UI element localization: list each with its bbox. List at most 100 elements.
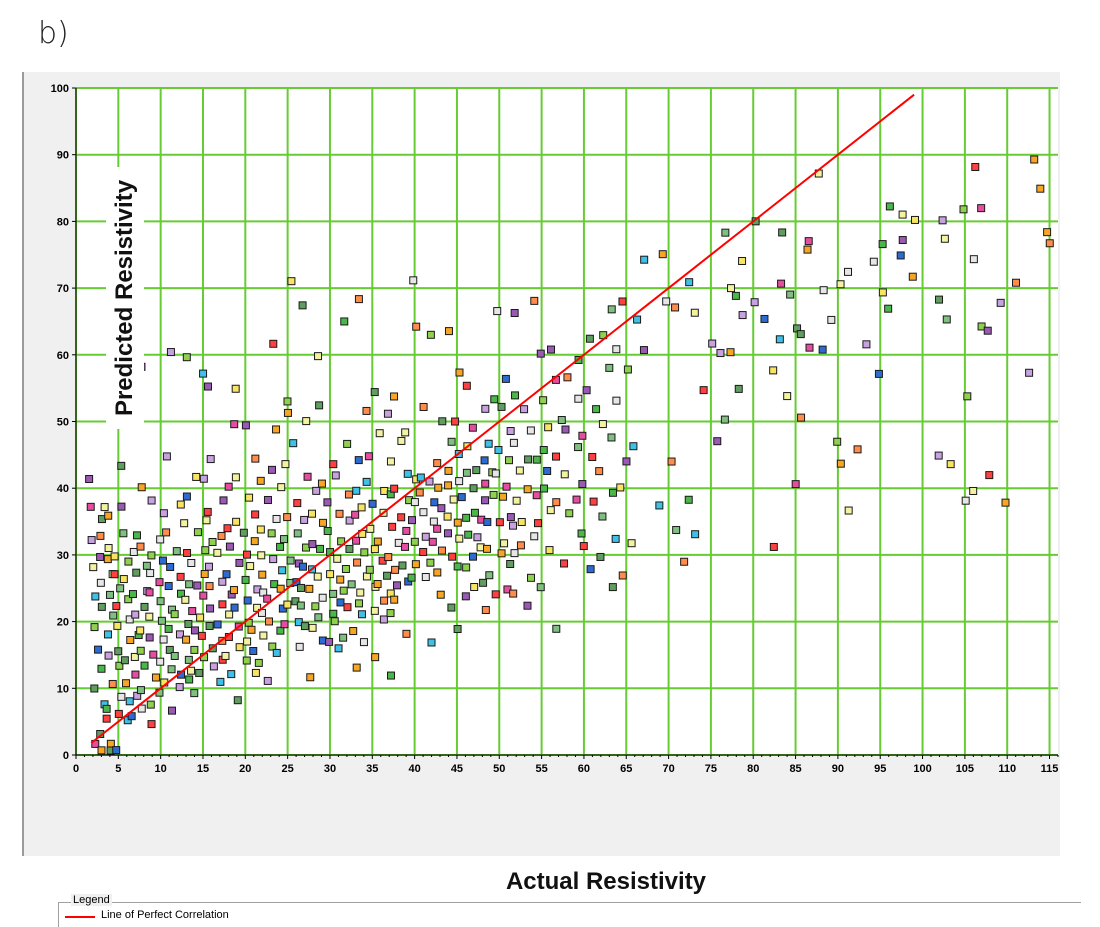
data-point (155, 578, 164, 587)
data-point (129, 547, 138, 556)
data-point (627, 539, 636, 548)
data-point (156, 597, 165, 606)
data-point (269, 339, 278, 348)
data-point (557, 416, 566, 425)
data-point (120, 656, 129, 665)
data-point (769, 366, 778, 375)
data-point (362, 477, 371, 486)
data-point (578, 480, 587, 489)
data-point (623, 365, 632, 374)
data-point (495, 518, 504, 527)
data-point (963, 392, 972, 401)
data-point (137, 704, 146, 713)
data-point (803, 245, 812, 254)
data-point (546, 506, 555, 515)
data-point (390, 595, 399, 604)
data-point (142, 561, 151, 570)
data-point (330, 617, 339, 626)
data-point (182, 492, 191, 501)
data-point (672, 526, 681, 535)
data-point (187, 666, 196, 675)
data-point (276, 626, 285, 635)
chart-window: 0 5 10 15 20 25 30 35 40 45 50 55 60 65 70 75 80 85 90 95 10… (22, 72, 1081, 927)
y-tick-label: 60 (57, 350, 69, 362)
data-point (411, 560, 420, 569)
data-point (935, 295, 944, 304)
data-point (778, 228, 787, 237)
data-point (97, 664, 106, 673)
data-point (231, 384, 240, 393)
data-point (312, 486, 321, 495)
panel-label: b) (38, 16, 69, 51)
data-point (246, 562, 255, 571)
data-point (110, 570, 119, 579)
data-point (598, 420, 607, 429)
data-point (402, 526, 411, 535)
data-point (119, 575, 128, 584)
data-point (971, 162, 980, 171)
data-point (934, 451, 943, 460)
data-point (1001, 498, 1010, 507)
data-point (470, 583, 479, 592)
data-point (938, 216, 947, 225)
data-point (115, 661, 124, 670)
data-point (969, 486, 978, 495)
data-point (690, 308, 699, 317)
x-tick-label: 45 (451, 763, 463, 775)
data-point (595, 467, 604, 476)
data-point (769, 542, 778, 551)
x-tick-label: 0 (73, 763, 79, 775)
y-tick-label: 0 (63, 750, 69, 762)
data-point (401, 428, 410, 437)
data-point (187, 558, 196, 567)
data-point (884, 304, 893, 313)
data-point (375, 429, 384, 438)
data-point (671, 303, 680, 312)
y-tick-label: 10 (57, 683, 69, 695)
data-point (353, 558, 362, 567)
data-point (969, 255, 978, 264)
data-point (251, 510, 260, 519)
data-point (448, 552, 457, 561)
x-tick-label: 20 (239, 763, 251, 775)
data-point (280, 620, 289, 629)
data-point (355, 599, 364, 608)
data-point (250, 537, 259, 546)
data-point (90, 684, 99, 693)
data-point (345, 544, 354, 553)
data-point (185, 675, 194, 684)
data-point (616, 483, 625, 492)
data-point (388, 522, 397, 531)
data-point (470, 508, 479, 517)
data-point (193, 581, 202, 590)
data-point (277, 483, 286, 492)
data-point (339, 633, 348, 642)
data-point (159, 635, 168, 644)
data-point (472, 466, 481, 475)
data-point (193, 528, 202, 537)
data-point (136, 626, 145, 635)
data-point (256, 476, 265, 485)
data-point (878, 288, 887, 297)
data-point (408, 516, 417, 525)
data-point (104, 511, 113, 520)
data-point (218, 600, 227, 609)
data-point (370, 545, 379, 554)
data-point (170, 610, 179, 619)
x-tick-label: 110 (998, 763, 1016, 775)
data-point (380, 486, 389, 495)
data-point (137, 483, 146, 492)
data-point (184, 655, 193, 664)
data-point (352, 486, 361, 495)
data-point (175, 630, 184, 639)
data-point (560, 470, 569, 479)
data-point (796, 330, 805, 339)
data-point (942, 315, 951, 324)
data-point (362, 406, 371, 415)
data-point (455, 477, 464, 486)
data-point (379, 615, 388, 624)
data-point (598, 512, 607, 521)
data-point (462, 381, 471, 390)
data-point (910, 215, 919, 224)
data-point (147, 551, 156, 560)
